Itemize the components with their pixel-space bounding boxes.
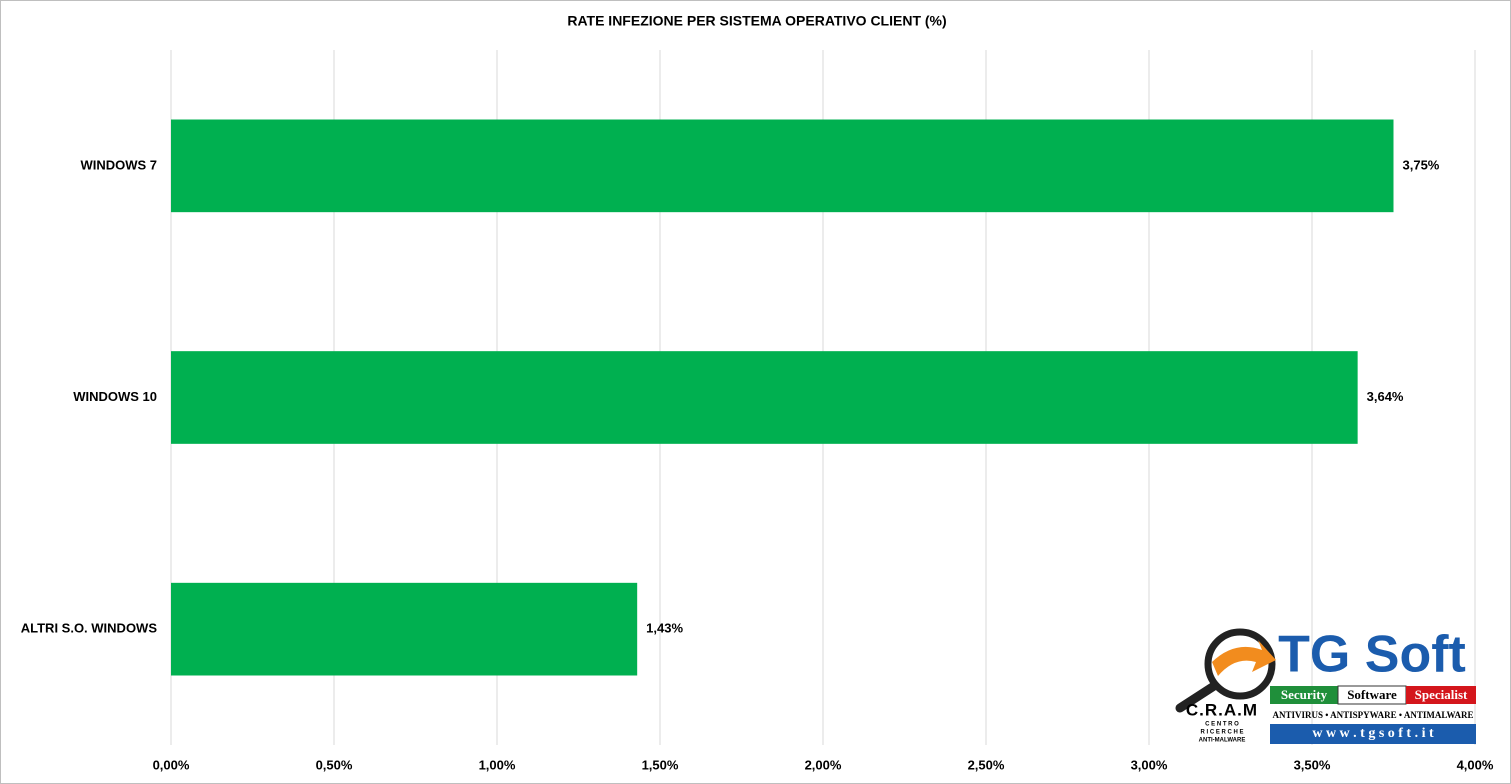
- bar: [171, 582, 638, 676]
- plot-area: 0,00% 0,50% 1,00% 1,50% 2,00% 2,50% 3,00% 3,50%…: [21, 50, 1494, 772]
- value-label: 1,43%: [646, 621, 683, 636]
- tag-box: [1406, 686, 1476, 704]
- tag: Specialist: [1415, 687, 1468, 702]
- cram-sub: ANTI-MALWARE: [1199, 738, 1246, 744]
- x-tick-label: 3,50%: [1294, 757, 1331, 772]
- y-tick-label: WINDOWS 10: [73, 389, 157, 404]
- tag-box: [1270, 686, 1338, 704]
- x-tick-label: 2,00%: [805, 757, 842, 772]
- bar: [171, 119, 1394, 213]
- products: ANTIVIRUS • ANTISPYWARE • ANTIMALWARE: [1272, 710, 1473, 720]
- tag: Security: [1281, 687, 1328, 702]
- logo-arrow: [1212, 640, 1276, 676]
- x-tick-label: 0,50%: [316, 757, 353, 772]
- value-label: 3,75%: [1403, 157, 1440, 172]
- cram-sub: C E N T R O: [1205, 722, 1239, 728]
- value-label: 3,64%: [1367, 389, 1404, 404]
- x-tick-label: 3,00%: [1131, 757, 1168, 772]
- url-box: [1270, 724, 1476, 744]
- logo: C.R.A.M C E N T R O R I C E R C H E ANTI…: [1175, 626, 1476, 744]
- cram-sub: R I C E R C H E: [1200, 730, 1243, 736]
- y-tick-label: ALTRI S.O. WINDOWS: [21, 621, 158, 636]
- x-tick-label: 1,00%: [479, 757, 516, 772]
- bar: [171, 351, 1358, 444]
- tag: Software: [1347, 687, 1397, 702]
- y-tick-label: WINDOWS 7: [80, 157, 157, 172]
- x-tick-label: 4,00%: [1457, 757, 1494, 772]
- x-tick-label: 0,00%: [153, 757, 190, 772]
- x-tick-label: 2,50%: [968, 757, 1005, 772]
- logo-handle: [1175, 681, 1219, 713]
- brand: TG Soft: [1278, 626, 1466, 684]
- x-tick-label: 1,50%: [642, 757, 679, 772]
- cram-title: C.R.A.M: [1186, 700, 1258, 719]
- url: w w w . t g s o f t . i t: [1312, 726, 1434, 741]
- logo-ring: [1204, 628, 1276, 700]
- chart-title: RATE INFEZIONE PER SISTEMA OPERATIVO CLI…: [567, 13, 946, 29]
